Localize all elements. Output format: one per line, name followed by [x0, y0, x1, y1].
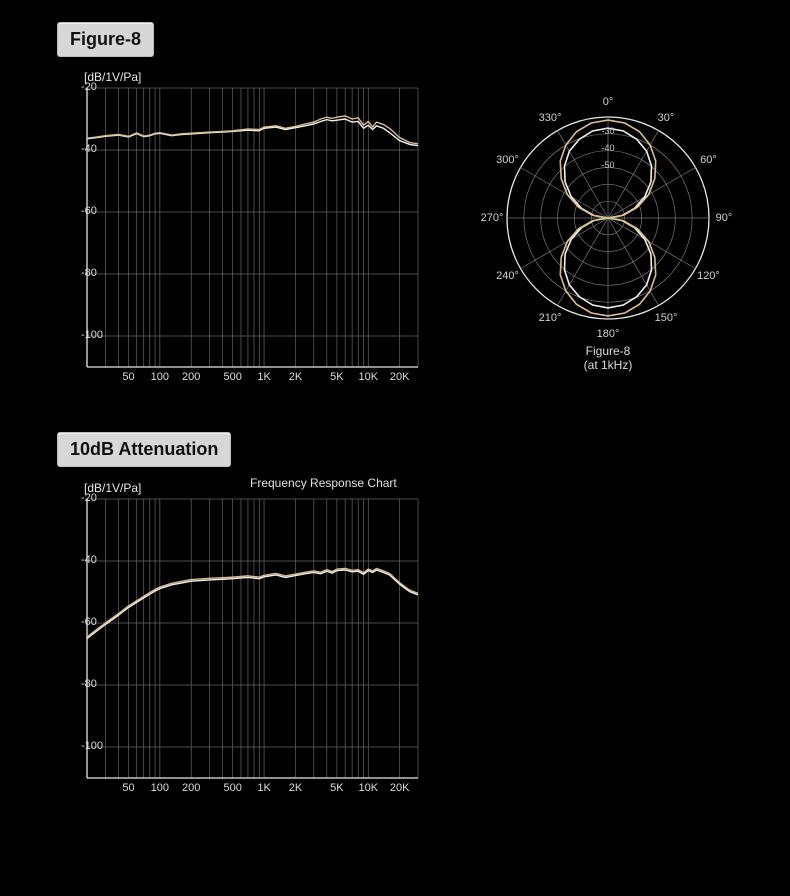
polar-caption-line1: Figure-8	[584, 344, 633, 358]
x-tick-label: 200	[182, 782, 200, 794]
x-tick-label: 20K	[390, 371, 410, 383]
x-tick-label: 50	[122, 371, 134, 383]
polar-angle-label: 240°	[496, 270, 519, 282]
polar-radius-label: -30	[601, 126, 614, 136]
x-tick-label: 100	[151, 782, 169, 794]
attenuation-freq-chart	[87, 499, 418, 778]
polar-angle-label: 0°	[603, 96, 614, 108]
page-root: { "background_color": "#000000", "sectio…	[0, 0, 790, 896]
x-tick-label: 2K	[289, 371, 302, 383]
attenuation-section-label: 10dB Attenuation	[57, 432, 231, 467]
polar-angle-label: 300°	[496, 154, 519, 166]
x-tick-label: 100	[151, 371, 169, 383]
x-tick-label: 10K	[358, 782, 378, 794]
polar-radius-label: -50	[601, 160, 614, 170]
polar-angle-label: 180°	[597, 328, 620, 340]
x-tick-label: 5K	[330, 371, 343, 383]
x-tick-label: 1K	[257, 371, 270, 383]
polar-angle-label: 30°	[658, 112, 675, 124]
polar-caption-line2: (at 1kHz)	[584, 358, 633, 372]
figure8-freq-chart	[87, 88, 418, 367]
x-tick-label: 5K	[330, 782, 343, 794]
polar-angle-label: 150°	[655, 312, 678, 324]
x-tick-label: 1K	[257, 782, 270, 794]
x-tick-label: 50	[122, 782, 134, 794]
x-tick-label: 10K	[358, 371, 378, 383]
polar-caption: Figure-8(at 1kHz)	[584, 344, 633, 373]
x-tick-label: 500	[224, 371, 242, 383]
polar-angle-label: 120°	[697, 270, 720, 282]
x-tick-label: 500	[224, 782, 242, 794]
polar-angle-label: 60°	[700, 154, 717, 166]
polar-angle-label: 90°	[716, 212, 733, 224]
polar-radius-label: -40	[601, 143, 614, 153]
x-tick-label: 2K	[289, 782, 302, 794]
x-tick-label: 200	[182, 371, 200, 383]
polar-angle-label: 210°	[539, 312, 562, 324]
polar-angle-label: 330°	[539, 112, 562, 124]
polar-angle-label: 270°	[481, 212, 504, 224]
attenuation-chart-subtitle: Frequency Response Chart	[250, 476, 397, 490]
x-tick-label: 20K	[390, 782, 410, 794]
figure8-section-label: Figure-8	[57, 22, 154, 57]
